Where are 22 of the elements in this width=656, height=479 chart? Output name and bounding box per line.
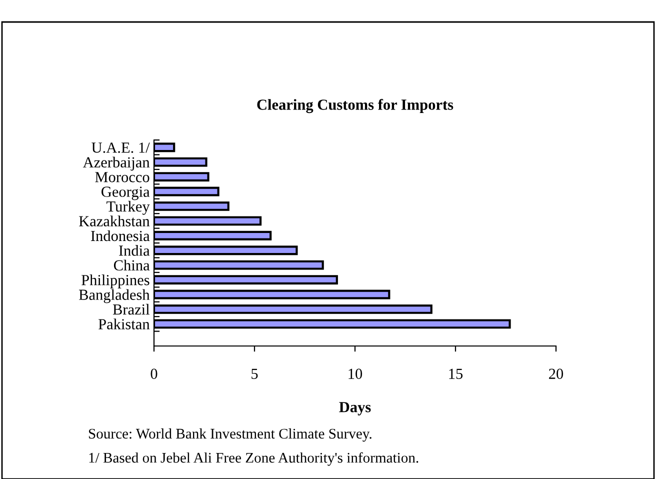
y-tick-label: Bangladesh [78, 289, 150, 304]
y-tick-label: Turkey [106, 200, 150, 215]
x-tick-label: 5 [252, 368, 258, 379]
x-tick-label: 0 [150, 368, 158, 379]
y-tick-label: India [118, 245, 150, 256]
y-tick-label: Indonesia [90, 230, 150, 242]
x-tick-label: 10 [348, 368, 362, 379]
y-tick-label: Philippines [82, 274, 150, 288]
x-tick-label: 15 [449, 368, 463, 379]
source-note: Source: World Bank Investment Climate Survey. [88, 428, 372, 442]
y-tick-label: China [114, 260, 150, 271]
y-tick-label: Kazakhstan [79, 216, 150, 226]
chart-title: Clearing Customs for Imports [257, 98, 454, 114]
text: 1/ Based on Jebel Ali Free Zone Authority's information. [89, 452, 418, 466]
y-tick-label: Georgia [102, 186, 150, 200]
y-tick-label: U.A.E. 1/ [92, 142, 150, 153]
y-tick-label: Azerbaijan [82, 156, 150, 171]
y-tick-label: Morocco [95, 172, 150, 182]
y-tick-label: Brazil [112, 304, 150, 315]
x-axis-title: Days [339, 402, 371, 416]
x-tick-label: 20 [549, 368, 564, 379]
y-tick-label: Pakistan [98, 318, 150, 330]
